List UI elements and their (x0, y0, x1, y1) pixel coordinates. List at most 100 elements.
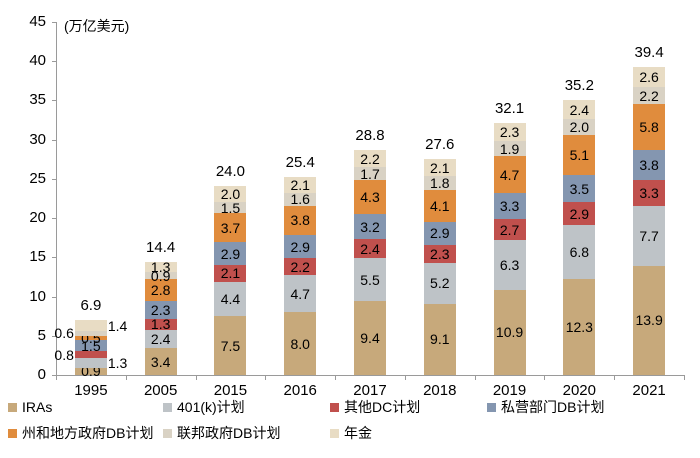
legend-swatch-icon (163, 428, 172, 438)
bar-segment[interactable] (74, 339, 107, 352)
segment-value-label: 1.7 (360, 165, 380, 182)
bar-segment[interactable] (284, 312, 317, 375)
bar-segment[interactable] (74, 320, 107, 332)
bar-segment[interactable] (74, 367, 107, 375)
bar-segment[interactable] (284, 275, 317, 313)
legend-item[interactable]: IRAs (8, 398, 52, 416)
bar-column[interactable]: 8.0 4.7 2.2 2.9 3.8 1.6 2.1 25.4 (284, 22, 317, 375)
x-axis-tick-mark (125, 375, 127, 380)
bar-column[interactable]: 7.5 4.4 2.1 2.9 3.7 1.5 2.0 24.0 (214, 22, 247, 375)
segment-value-label: 2.4 (360, 240, 380, 257)
bar-segment[interactable] (423, 262, 456, 304)
bar-segment[interactable] (214, 201, 247, 214)
bar-segment[interactable] (423, 222, 456, 245)
bar-segment[interactable] (633, 149, 666, 180)
bar-segment[interactable] (563, 100, 596, 120)
bar-segment[interactable] (563, 225, 596, 279)
legend-label: 联邦政府DB计划 (177, 425, 281, 441)
legend-item[interactable]: 401(k)计划 (163, 398, 245, 416)
x-axis-line (56, 375, 684, 376)
legend-item[interactable]: 联邦政府DB计划 (163, 424, 280, 442)
legend-item[interactable]: 年金 (330, 424, 372, 442)
bar-segment[interactable] (423, 303, 456, 375)
bar-segment[interactable] (214, 316, 247, 375)
bar-segment[interactable] (354, 214, 386, 240)
bar-segment[interactable] (144, 301, 177, 320)
bar-segment[interactable] (354, 239, 386, 259)
bar-segment[interactable] (284, 176, 317, 194)
bar-segment[interactable] (74, 351, 107, 358)
bar-segment[interactable] (493, 240, 526, 290)
bar-segment[interactable] (214, 242, 247, 266)
bar-segment[interactable] (493, 156, 526, 194)
bar-segment[interactable] (633, 87, 666, 105)
bar-segment[interactable] (214, 213, 247, 243)
bar-segment[interactable] (563, 174, 596, 203)
bar-segment[interactable] (493, 193, 526, 219)
bar-segment[interactable] (214, 281, 247, 317)
bar-segment[interactable] (633, 66, 666, 88)
bar-segment[interactable] (354, 149, 386, 168)
segment-value-label: 4.1 (430, 197, 450, 214)
bar-segment[interactable] (144, 329, 177, 349)
bar-segment[interactable] (354, 167, 386, 181)
x-axis-tick-label: 2019 (492, 382, 527, 399)
x-axis-tick-label: 2018 (423, 382, 457, 399)
segment-value-label: 5.8 (639, 119, 659, 136)
bar-segment[interactable] (214, 185, 247, 202)
bar-segment[interactable] (493, 141, 526, 157)
legend-swatch-icon (8, 402, 17, 412)
bar-segment[interactable] (493, 218, 526, 241)
bar-segment[interactable] (284, 258, 317, 276)
segment-value-label: 1.6 (290, 191, 310, 208)
bar-total-label: 39.4 (634, 43, 664, 61)
segment-value-label: 2.6 (639, 68, 659, 85)
bar-segment[interactable] (144, 319, 177, 330)
bar-segment[interactable] (633, 265, 666, 375)
segment-value-label: 2.0 (220, 185, 241, 202)
legend-label: IRAs (22, 399, 53, 415)
bar-segment[interactable] (563, 278, 596, 375)
bar-segment[interactable] (423, 189, 456, 223)
bar-segment[interactable] (633, 205, 666, 266)
legend-item[interactable]: 州和地方政府DB计划 (8, 424, 153, 442)
bar-segment[interactable] (74, 357, 107, 368)
bar-segment[interactable] (423, 244, 456, 263)
bar-segment[interactable] (144, 272, 177, 280)
bar-segment[interactable] (563, 202, 596, 226)
bar-column[interactable]: 13.9 7.7 3.3 3.8 5.8 2.2 2.6 39.4 (633, 22, 666, 375)
bar-segment[interactable] (423, 159, 456, 176)
bar-segment[interactable] (493, 123, 526, 142)
legend-swatch-icon (8, 428, 17, 438)
bar-column[interactable]: 9.4 5.5 2.4 3.2 4.3 1.7 2.2 28.8 (354, 22, 386, 375)
bar-column[interactable]: 9.1 5.2 2.3 2.9 4.1 1.8 2.1 27.6 (423, 22, 456, 375)
bar-column[interactable]: 3.4 2.4 1.3 2.3 2.8 0.9 1.3 14.4 (144, 22, 177, 375)
bar-segment[interactable] (284, 235, 317, 259)
bar-segment[interactable] (284, 205, 317, 236)
bar-segment[interactable] (284, 193, 317, 206)
legend-item[interactable]: 其他DC计划 (330, 398, 420, 416)
bar-segment[interactable] (493, 289, 526, 375)
bar-segment[interactable] (563, 134, 596, 175)
bar-segment[interactable] (354, 258, 386, 302)
bar-segment[interactable] (144, 262, 177, 273)
bar-segment[interactable] (144, 279, 177, 302)
bar-segment[interactable] (423, 175, 456, 190)
bar-segment[interactable] (563, 119, 596, 135)
y-axis-tick-label: 30 (29, 130, 46, 148)
segment-value-label: 2.9 (430, 225, 450, 242)
bar-segment[interactable] (633, 104, 666, 150)
bar-total-label: 28.8 (355, 126, 385, 144)
bar-column[interactable]: 12.3 6.8 2.9 3.5 5.1 2.0 2.4 35.2 (563, 22, 596, 375)
x-axis-tick-mark (544, 375, 546, 380)
bar-segment[interactable] (144, 348, 177, 375)
bar-segment[interactable] (74, 335, 107, 340)
bar-segment[interactable] (74, 331, 107, 336)
bar-column[interactable]: 0.9 1.3 0.8 1.5 0.5 0.6 1.4 6.9 (54, 22, 127, 379)
bar-segment[interactable] (633, 179, 666, 206)
bar-segment[interactable] (214, 265, 247, 282)
bar-segment[interactable] (354, 180, 386, 215)
legend-item[interactable]: 私营部门DB计划 (487, 398, 604, 416)
bar-segment[interactable] (354, 301, 386, 375)
bar-column[interactable]: 10.9 6.3 2.7 3.3 4.7 1.9 2.3 32.1 (493, 22, 526, 375)
